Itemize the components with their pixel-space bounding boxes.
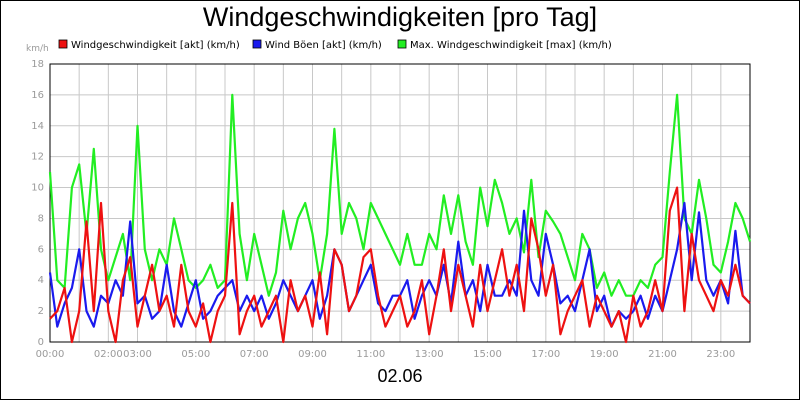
x-tick-label: 02:00 [94, 349, 123, 360]
x-tick-label: 09:00 [298, 349, 327, 360]
x-tick-label: 11:00 [356, 349, 385, 360]
x-tick-label: 07:00 [240, 349, 269, 360]
y-tick-label: 8 [38, 213, 44, 224]
series-layer [48, 93, 752, 344]
x-tick-label: 23:00 [706, 349, 735, 360]
y-tick-label: 16 [31, 90, 44, 101]
y-axis-unit: km/h [26, 44, 49, 54]
legend-swatch [58, 39, 68, 49]
y-tick-label: 2 [38, 306, 44, 317]
y-tick-label: 6 [38, 244, 44, 255]
x-tick-label: 05:00 [181, 349, 210, 360]
legend-label: Max. Windgeschwindigkeit [max] (km/h) [410, 40, 612, 51]
x-tick-label: 03:00 [123, 349, 152, 360]
legend-swatch [252, 39, 262, 49]
y-tick-label: 14 [31, 121, 44, 132]
y-tick-label: 10 [31, 183, 44, 194]
axes: 0 2 4 6 8 10 12 14 16 18 00:00 02:00 03:00 05:00 07:00… [31, 59, 751, 360]
plot-border [49, 63, 751, 343]
series-line [49, 186, 751, 344]
x-tick-label: 17:00 [531, 349, 560, 360]
y-tick-label: 4 [38, 275, 44, 286]
y-tick-label: 18 [31, 59, 44, 70]
x-tick-label: 15:00 [473, 349, 502, 360]
x-tick-label: 19:00 [590, 349, 619, 360]
legend: Windgeschwindigkeit [akt] (km/h) Wind Böe… [58, 39, 612, 51]
x-tick-label: 13:00 [415, 349, 444, 360]
legend-label: Wind Böen [akt] (km/h) [265, 40, 382, 51]
x-tick-label: 21:00 [648, 349, 677, 360]
legend-swatch [397, 39, 407, 49]
x-axis-label: 02.06 [377, 366, 423, 386]
x-tick-label: 00:00 [36, 349, 65, 360]
legend-label: Windgeschwindigkeit [akt] (km/h) [71, 40, 240, 51]
y-tick-label: 0 [38, 337, 44, 348]
y-tick-label: 12 [31, 152, 44, 163]
chart-title: Windgeschwindigkeiten [pro Tag] [202, 2, 598, 32]
